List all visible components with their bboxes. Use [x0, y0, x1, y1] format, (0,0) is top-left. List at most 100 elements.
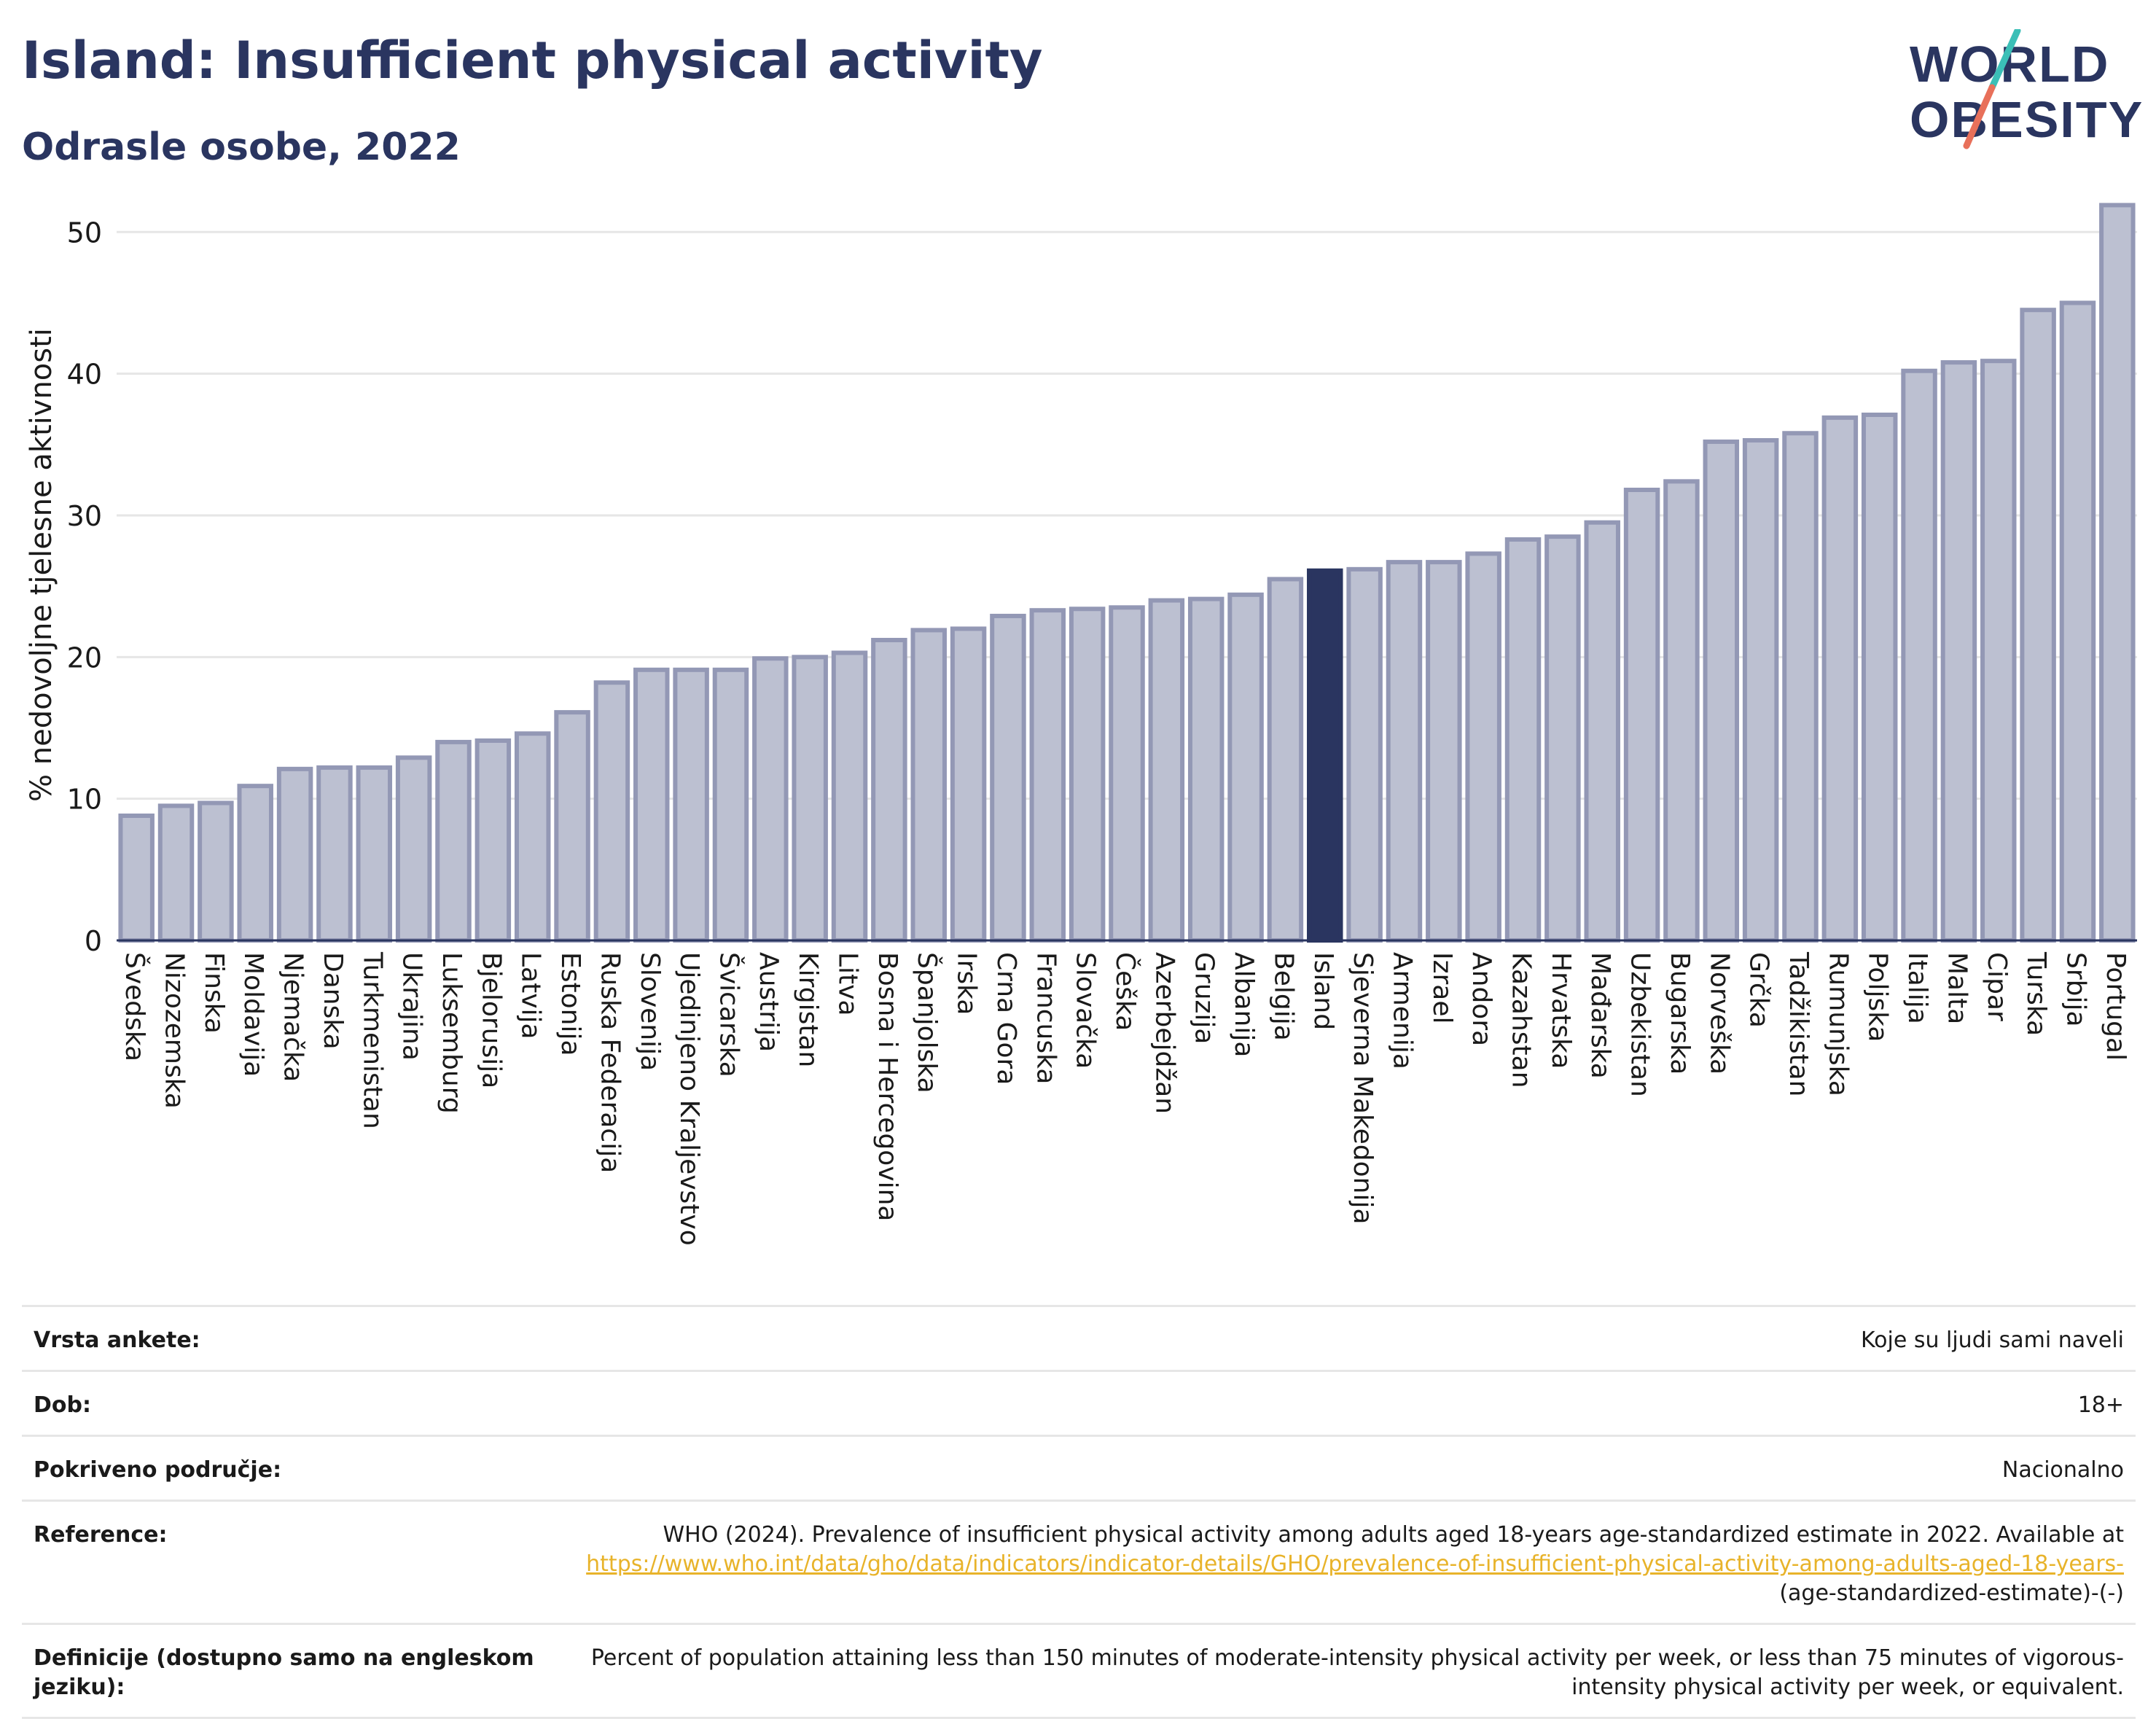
x-tick-label: Litva [833, 952, 863, 1016]
y-tick-labels: 0 10 20 30 40 50 [67, 217, 102, 957]
bar [910, 628, 947, 943]
bar [1109, 605, 1145, 943]
x-tick-label: Island [1308, 952, 1338, 1030]
bar [1703, 439, 1740, 943]
bar [316, 765, 353, 943]
bar [2059, 300, 2096, 943]
bar [712, 667, 749, 943]
x-tick-label: Crna Gora [991, 952, 1021, 1085]
x-tick-label: Tadžikistan [1784, 951, 1813, 1096]
bar [435, 739, 472, 943]
y-axis-title: % nedovoljne tjelesne aktivnosti [25, 328, 58, 802]
x-tick-label: Češka [1110, 952, 1141, 1031]
bar [237, 784, 273, 943]
bar [1069, 607, 1106, 943]
x-tick-label: Slovenija [635, 952, 665, 1071]
meta-row-coverage: Pokriveno područje: Nacionalno [22, 1435, 2136, 1500]
x-tick-label: Finska [199, 952, 229, 1034]
bar [514, 731, 551, 943]
x-tick-label: Bugarska [1665, 952, 1695, 1075]
x-tick-label: Ujedinjeno Kraljevstvo [674, 952, 704, 1246]
bar [1663, 479, 1700, 943]
x-tick-label: Ukrajina [397, 952, 427, 1061]
bar [831, 650, 868, 943]
x-tick-label: Slovačka [1071, 952, 1101, 1069]
x-tick-label: Izrael [1427, 952, 1457, 1024]
bar [1742, 437, 1779, 943]
bar [1544, 534, 1581, 943]
x-tick-label: Hrvatska [1546, 952, 1576, 1069]
bar [752, 656, 789, 943]
x-tick-label: Turkmenistan [357, 951, 387, 1129]
bar [1227, 592, 1264, 943]
x-tick-label: Albanija [1229, 952, 1259, 1057]
x-tick-label: Irska [952, 952, 982, 1015]
logo-line-2: OBESITY [1910, 91, 2143, 148]
bar [1980, 359, 2017, 943]
x-tick-label: Francuska [1031, 952, 1061, 1084]
x-tick-label: Kirgistan [793, 952, 823, 1067]
meta-row-definition: Definicije (dostupno samo na engleskom j… [22, 1623, 2136, 1719]
x-tick-label: Azerbejdžan [1149, 952, 1179, 1114]
x-tick-label: Austrija [754, 952, 784, 1052]
x-tick-label: Turska [2021, 951, 2051, 1036]
bar-highlighted [1307, 568, 1343, 943]
y-tick-label: 0 [85, 925, 102, 957]
bar [990, 613, 1026, 943]
x-tick-label: Portugal [2101, 952, 2130, 1061]
bar [1821, 415, 1859, 943]
bar [356, 765, 393, 943]
y-tick-label: 30 [67, 500, 102, 532]
bar [1940, 360, 1977, 943]
x-tick-label: Kazahstan [1507, 952, 1536, 1088]
meta-value: WHO (2024). Prevalence of insufficient p… [558, 1521, 2124, 1608]
bar [1584, 520, 1620, 943]
bar [2020, 308, 2056, 943]
x-tick-label: Cipar [1982, 952, 2012, 1021]
bar [1029, 608, 1066, 943]
bar [1148, 598, 1185, 943]
bar [950, 626, 987, 943]
bar [157, 803, 195, 943]
x-tick-label: Italija [1902, 952, 1932, 1024]
bar [1861, 413, 1898, 943]
y-tick-label: 10 [67, 784, 102, 816]
x-tick-label: Uzbekistan [1625, 952, 1655, 1097]
x-tick-label: Švedska [120, 952, 150, 1061]
metadata-table: Vrsta ankete: Koje su ljudi sami naveli … [22, 1305, 2136, 1719]
page-subtitle: Odrasle osobe, 2022 [22, 125, 461, 169]
x-tick-label: Sjeverna Makedonija [1348, 952, 1378, 1225]
bar [1782, 431, 1819, 943]
x-tick-label: Srbija [2061, 952, 2090, 1027]
logo-slash-bottom [1963, 84, 1996, 149]
world-obesity-logo: WORLD OBESITY [1895, 27, 2143, 160]
bar [673, 667, 709, 943]
x-tick-label: Armenija [1387, 952, 1417, 1069]
x-tick-label: Nizozemska [160, 952, 190, 1109]
bar [276, 766, 313, 943]
x-tick-label: Norveška [1704, 952, 1734, 1075]
reference-link[interactable]: https://www.who.int/data/gho/data/indica… [586, 1551, 2124, 1577]
x-tick-label: Belgija [1268, 952, 1298, 1041]
meta-value: 18+ [2077, 1392, 2124, 1418]
bars [118, 203, 2136, 943]
x-tick-label: Rumunjska [1823, 952, 1853, 1096]
bar [1426, 560, 1462, 943]
x-tick-label: Estonija [555, 952, 585, 1056]
y-tick-label: 50 [67, 217, 102, 249]
x-tick-label: Andora [1466, 952, 1496, 1046]
meta-label: Dob: [34, 1392, 91, 1418]
bar [1346, 566, 1383, 943]
bar [554, 710, 590, 943]
x-tick-label: Ruska Federacija [595, 952, 625, 1173]
meta-value: Nacionalno [2001, 1457, 2124, 1483]
bar [1901, 368, 1937, 943]
meta-row-age: Dob: 18+ [22, 1370, 2136, 1435]
bar [1267, 577, 1304, 943]
logo-slash-top [1988, 27, 2021, 91]
meta-value: Percent of population attaining less tha… [590, 1645, 2124, 1700]
bar [633, 667, 670, 943]
x-tick-label: Malta [1942, 952, 1972, 1024]
meta-label: Vrsta ankete: [34, 1327, 200, 1353]
bar [1465, 551, 1501, 943]
